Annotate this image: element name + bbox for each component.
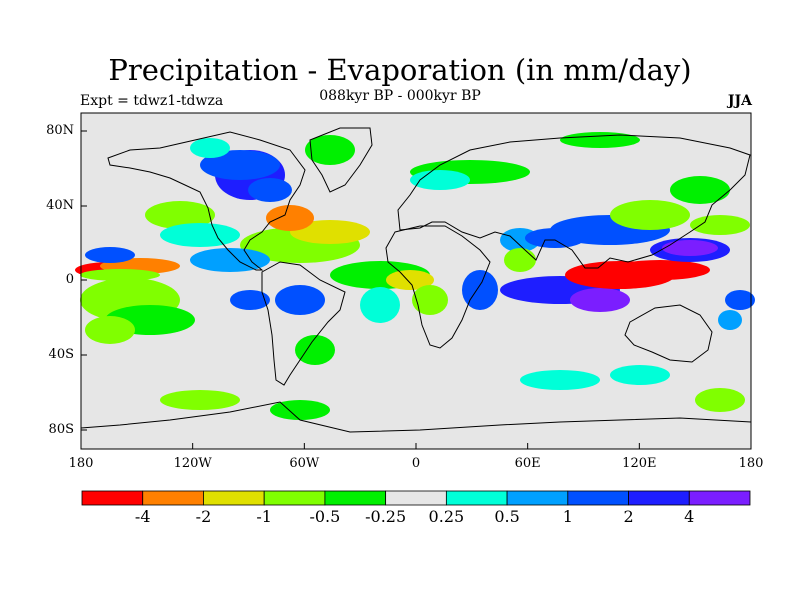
anomaly-patch (190, 248, 270, 272)
y-tick-label: 80S (48, 422, 74, 437)
x-tick-label: 120W (173, 456, 212, 471)
colorbar-swatch (688, 490, 751, 506)
x-tick-label: 0 (411, 456, 421, 471)
colorbar-label: 1 (562, 507, 573, 526)
anomaly-patch (718, 310, 742, 330)
colorbar-label: 0.25 (428, 507, 465, 526)
anomaly-patch (610, 365, 670, 385)
x-tick-label: 180 (738, 456, 764, 471)
colorbar-swatch (385, 490, 447, 506)
anomaly-field (75, 132, 755, 420)
map-title: Precipitation - Evaporation (in mm/day) (108, 53, 692, 87)
coastline-eurasia (397, 134, 751, 269)
anomaly-patch (695, 388, 745, 412)
anomaly-patch (230, 290, 270, 310)
anomaly-patch (270, 400, 330, 420)
anomaly-patch (85, 247, 135, 263)
anomaly-patch (525, 228, 585, 248)
colorbar-swatch (445, 490, 508, 506)
coastline-north-america (107, 131, 306, 271)
coastline-south-america (261, 261, 346, 386)
coastlines (80, 127, 752, 433)
colorbar-label: 4 (684, 507, 695, 526)
axis-ticks (80, 130, 752, 449)
colorbar-label: -1 (256, 507, 272, 526)
anomaly-patch (412, 285, 448, 315)
colorbar-swatch (506, 490, 569, 506)
colorbar-label: 0.5 (494, 507, 520, 526)
anomaly-patch (266, 205, 314, 231)
colorbar-swatch (142, 490, 204, 506)
anomaly-patch (275, 285, 325, 315)
anomaly-patch (160, 223, 240, 247)
colorbar-swatch (324, 490, 387, 506)
y-tick-label: 80N (46, 123, 74, 138)
y-tick-label: 40N (46, 198, 74, 213)
y-tick-label: 40S (48, 347, 74, 362)
anomaly-patch (190, 138, 230, 158)
anomaly-patch (248, 178, 292, 202)
anomaly-patch (610, 200, 690, 230)
x-tick-label: 60E (514, 456, 541, 471)
anomaly-patch (386, 270, 434, 290)
anomaly-patch (670, 176, 730, 204)
season-label: JJA (727, 93, 752, 109)
colorbar-swatch (628, 490, 690, 506)
anomaly-patch (295, 335, 335, 365)
colorbar-label: -2 (195, 507, 212, 526)
colorbar-label: -4 (134, 507, 151, 526)
x-tick-label: 60W (289, 456, 320, 471)
anomaly-patch (560, 132, 640, 148)
anomaly-patch (690, 215, 750, 235)
colorbar-label: 2 (623, 507, 634, 526)
y-tick-label: 0 (65, 272, 74, 287)
anomaly-patch (360, 287, 400, 323)
anomaly-patch (200, 150, 280, 180)
anomaly-patch (504, 248, 536, 272)
coastline-australia (624, 304, 713, 363)
anomaly-patch (410, 170, 470, 190)
colorbar (81, 490, 751, 506)
x-tick-label: 120E (622, 456, 657, 471)
experiment-label: Expt = tdwz1-tdwza (80, 93, 224, 109)
colorbar-swatch (81, 490, 144, 506)
anomaly-patch (160, 390, 240, 410)
colorbar-swatch (203, 490, 265, 506)
coastline-antarctica (80, 401, 752, 433)
anomaly-patch (305, 135, 355, 165)
anomaly-patch (290, 220, 370, 244)
anomaly-patch (80, 269, 160, 281)
anomaly-patch (610, 260, 710, 280)
coastline-africa (385, 225, 491, 349)
map-subtitle: 088kyr BP - 000kyr BP (319, 88, 481, 104)
colorbar-swatch (567, 490, 629, 506)
colorbar-label: -0.25 (365, 507, 407, 526)
anomaly-patch (725, 290, 755, 310)
coastline-greenland (309, 127, 373, 193)
anomaly-patch (520, 370, 600, 390)
anomaly-patch (85, 316, 135, 344)
colorbar-swatch (263, 490, 326, 506)
x-tick-label: 180 (68, 456, 94, 471)
anomaly-patch (570, 288, 630, 312)
anomaly-patch (145, 201, 215, 229)
anomaly-patch (462, 270, 498, 310)
colorbar-label: -0.5 (309, 507, 341, 526)
anomaly-patch (662, 240, 718, 256)
